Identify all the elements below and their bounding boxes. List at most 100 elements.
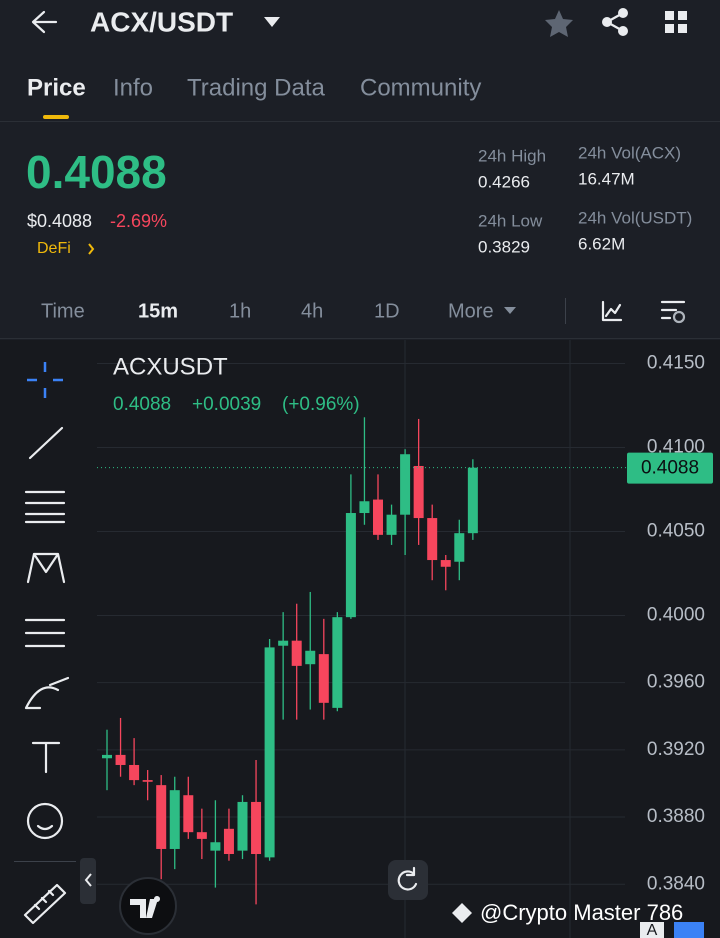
interval[interactable]: 4h	[301, 300, 323, 322]
y-tick-label: 0.4050	[647, 521, 705, 542]
interval[interactable]: 15m	[138, 300, 178, 322]
candle-body	[237, 801, 248, 851]
candle-body	[454, 533, 465, 562]
stat-value: 0.4266	[478, 172, 530, 191]
back-button[interactable]	[31, 10, 58, 34]
candle-body	[359, 501, 370, 514]
interval[interactable]: More	[448, 300, 494, 322]
badge	[640, 922, 664, 938]
y-tick-label: 0.3920	[647, 739, 705, 760]
crosshair-tool[interactable]	[27, 362, 63, 398]
candle-body	[332, 617, 343, 708]
reset-icon	[397, 866, 418, 891]
candle-body	[210, 842, 221, 851]
candle-body	[318, 654, 329, 703]
candle-body	[223, 828, 234, 855]
divider	[0, 121, 720, 122]
stat-label: 24h Low	[478, 211, 543, 230]
tab[interactable]: Price	[27, 74, 86, 101]
tab-indicator	[43, 115, 69, 119]
stat-label: 24h Vol(ACX)	[578, 143, 681, 162]
candle-body	[264, 647, 275, 858]
brush-tool[interactable]	[24, 676, 70, 710]
chart-background	[0, 340, 720, 938]
tab[interactable]: Community	[360, 74, 481, 101]
y-tick-label: 0.4150	[647, 353, 705, 374]
tab[interactable]: Info	[113, 74, 153, 101]
candle-body	[142, 780, 153, 782]
reset-button[interactable]	[388, 860, 428, 900]
candle-body	[102, 754, 112, 759]
candle-body	[156, 785, 167, 849]
pair-dropdown[interactable]	[264, 17, 280, 27]
stat-label: 24h High	[478, 146, 546, 165]
interval[interactable]: 1D	[374, 300, 400, 322]
projection-tool[interactable]	[24, 618, 66, 648]
settings-button[interactable]	[660, 300, 686, 320]
candle-body	[345, 513, 356, 618]
pattern-tool[interactable]	[26, 552, 66, 584]
watermark-icon	[452, 903, 472, 923]
y-tick-label: 0.3960	[647, 672, 705, 693]
line-tool[interactable]	[28, 426, 64, 460]
candle-body	[115, 754, 126, 765]
tradingview-logo[interactable]	[119, 877, 177, 935]
candle-body	[305, 650, 316, 665]
category-tag[interactable]: DeFi	[37, 240, 71, 257]
text-tool[interactable]	[31, 741, 61, 774]
legend-change: +0.0039	[192, 394, 261, 415]
top-background	[0, 0, 720, 340]
legend-change-pct: (+0.96%)	[282, 394, 360, 415]
emoji-smile	[36, 824, 54, 831]
candle-body	[196, 832, 207, 839]
share-button[interactable]	[602, 8, 628, 36]
stat-value: 6.62M	[578, 234, 625, 253]
price-usd: $0.4088	[27, 211, 92, 231]
indicator-button[interactable]	[601, 300, 623, 322]
price-change: -2.69%	[110, 211, 167, 231]
emoji-tool[interactable]	[26, 802, 64, 840]
tradingview-mark	[130, 895, 160, 918]
candle-body	[169, 790, 180, 849]
candle-body	[291, 640, 302, 666]
chart-symbol: ACXUSDT	[113, 353, 228, 380]
y-tick-label: 0.4100	[647, 437, 705, 458]
tag-arrow	[88, 243, 95, 255]
separator	[14, 861, 76, 862]
candle-body	[440, 560, 451, 567]
favorite-star[interactable]	[545, 10, 573, 37]
watermark: @Crypto Master 786	[480, 900, 683, 925]
more-dropdown[interactable]	[504, 307, 516, 314]
y-tick-label: 0.4000	[647, 604, 705, 625]
separator	[565, 298, 566, 324]
candle-body	[400, 454, 411, 515]
y-tick-label: 0.3840	[647, 873, 705, 894]
candle-body	[251, 801, 262, 855]
y-tick-label: 0.3880	[647, 806, 705, 827]
candle-body	[386, 514, 397, 535]
collapse-arrow	[84, 873, 92, 887]
badge-blue	[674, 922, 704, 938]
grid-menu[interactable]	[665, 11, 687, 33]
divider	[0, 338, 720, 339]
candle-body	[467, 467, 478, 534]
fib-tool[interactable]	[24, 490, 66, 524]
last-price-box	[627, 452, 713, 484]
last-price-label: 0.4088	[641, 458, 699, 479]
tab[interactable]: Trading Data	[187, 74, 326, 101]
chart-layer: 0.4150 0.4100 0.4050 0.4000 0.3960 0.3920 0.38…	[97, 340, 713, 938]
interval[interactable]: 1h	[229, 300, 251, 322]
interval[interactable]: Time	[41, 300, 85, 322]
stat-value: 0.3829	[478, 237, 530, 256]
legend-close: 0.4088	[113, 394, 171, 415]
candle-body	[278, 640, 289, 646]
ruler-tool[interactable]	[23, 883, 67, 925]
drawing-toolbar	[14, 362, 96, 925]
candle-body	[373, 499, 383, 535]
pair-title[interactable]: ACX/USDT	[90, 6, 233, 37]
candle-body	[427, 518, 438, 561]
badge-text: A	[647, 922, 658, 938]
stat-label: 24h Vol(USDT)	[578, 208, 692, 227]
